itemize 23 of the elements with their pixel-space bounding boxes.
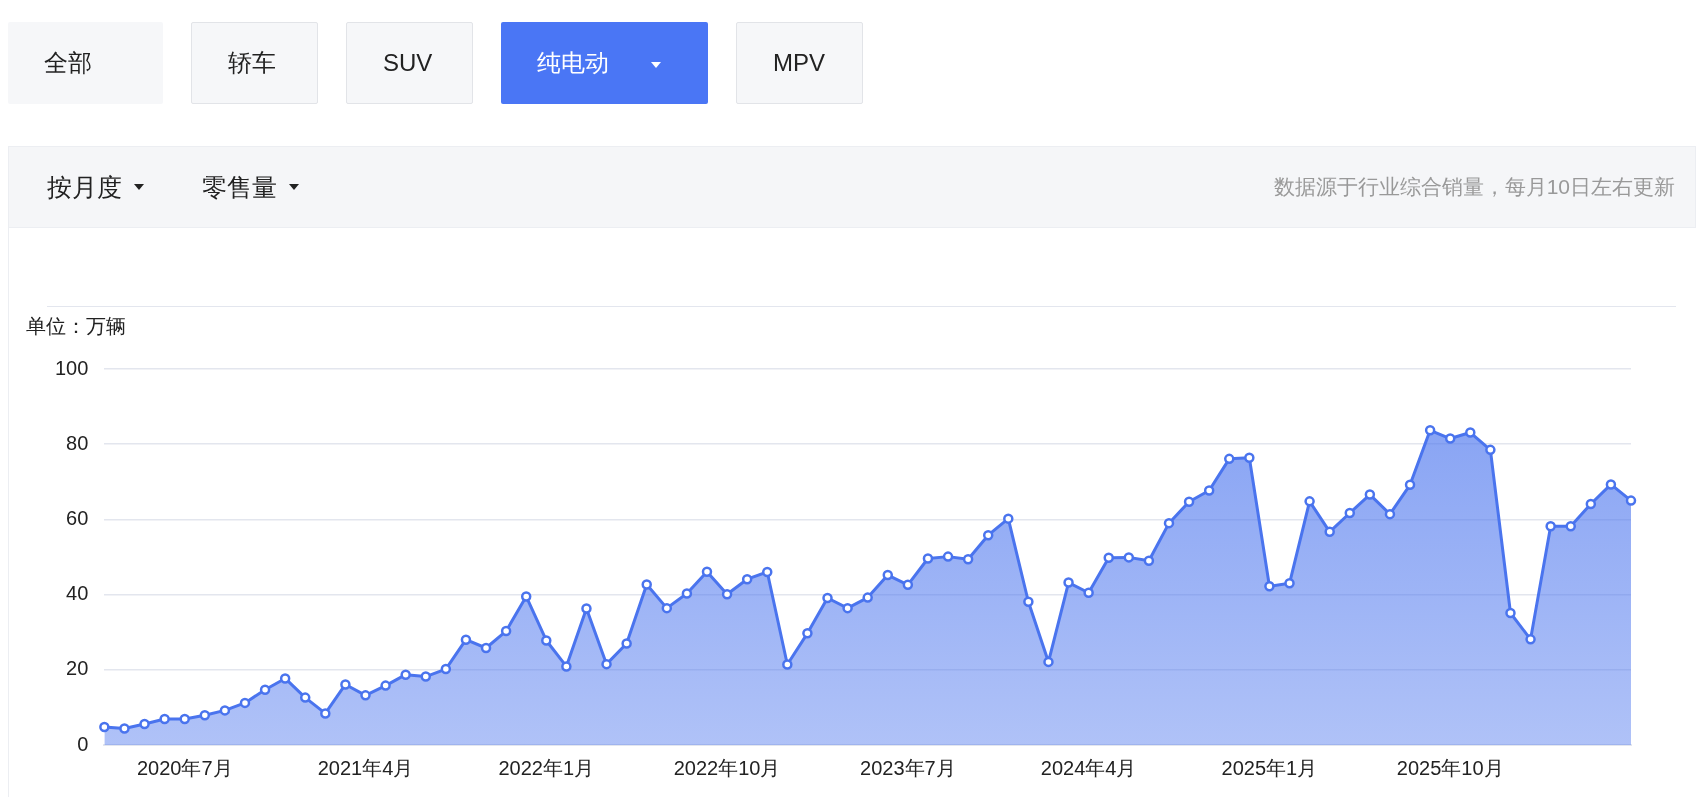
y-tick-label: 0 <box>77 732 89 755</box>
x-tick-label: 2020年7月 <box>136 756 233 779</box>
y-tick-label: 40 <box>66 582 89 605</box>
x-tick-label: 2025年10月 <box>1396 756 1504 779</box>
y-tick-label: 80 <box>66 431 89 454</box>
x-tick-label: 2022年10月 <box>673 756 781 779</box>
text: 纯电动 <box>537 48 609 78</box>
x-tick-label: 2025年1月 <box>1221 756 1318 779</box>
y-tick-label: 20 <box>66 657 89 680</box>
text: 轿车 <box>228 48 276 78</box>
y-tick-label: 100 <box>54 356 89 379</box>
y-axis-title: 单位：万辆 <box>26 314 127 337</box>
x-tick-label: 2021年4月 <box>317 756 414 779</box>
x-tick-label: 2024年4月 <box>1040 756 1137 779</box>
text: 数据源于行业综合销量，每月10日左右更新 <box>1273 174 1675 200</box>
text: 零售量 <box>202 171 277 203</box>
text: MPV <box>773 49 826 77</box>
x-tick-label: 2023年7月 <box>860 756 956 779</box>
text: 按月度 <box>47 171 122 203</box>
x-tick-label: 2022年1月 <box>498 756 595 779</box>
text: SUV <box>383 49 433 77</box>
text: 全部 <box>44 48 92 78</box>
y-tick-label: 60 <box>66 506 89 529</box>
